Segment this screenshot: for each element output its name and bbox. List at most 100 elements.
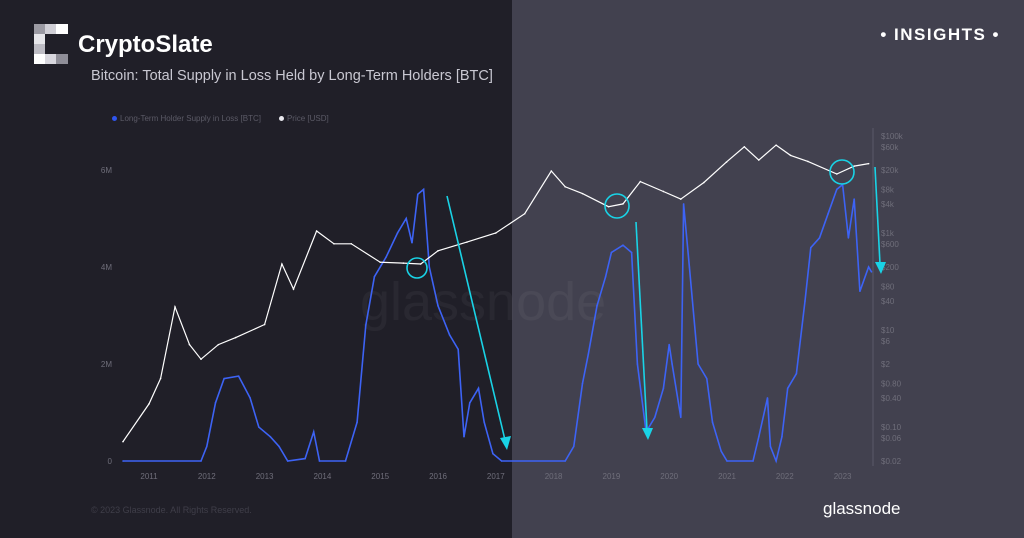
price-point	[437, 250, 439, 252]
price-point	[639, 180, 642, 183]
price-point	[836, 173, 838, 175]
y-right-tick-label: $1k	[881, 229, 895, 238]
supply-point	[437, 305, 439, 307]
price-point	[581, 192, 584, 195]
price-point	[607, 205, 610, 208]
supply-point	[581, 382, 584, 385]
supply-point	[457, 348, 460, 351]
supply-point	[312, 431, 315, 433]
price-point	[757, 159, 760, 161]
y-right-tick-label: $6	[881, 337, 890, 346]
price-point	[333, 243, 335, 245]
supply-point	[344, 460, 347, 462]
x-tick-label: 2019	[603, 472, 621, 481]
x-tick-label: 2021	[718, 472, 736, 481]
supply-point	[682, 203, 685, 205]
price-point	[550, 170, 553, 172]
legend-swatch-price	[278, 116, 284, 122]
cryptoslate-logo-icon	[34, 24, 68, 64]
supply-point	[870, 271, 873, 273]
legend: Long-Term Holder Supply in Loss [BTC] Pr…	[112, 114, 329, 123]
supply-point	[416, 193, 419, 196]
price-point	[495, 232, 497, 234]
price-point	[234, 336, 237, 339]
x-tick-label: 2016	[429, 472, 447, 481]
y-right-tick-label: $600	[881, 240, 899, 249]
supply-point	[853, 198, 855, 200]
supply-point	[752, 460, 754, 462]
y-right-tick-label: $8k	[881, 185, 895, 194]
price-point	[867, 162, 870, 165]
supply-point	[249, 397, 251, 399]
supply-point	[278, 445, 280, 448]
supply-point	[200, 460, 202, 462]
x-tick-label: 2023	[834, 472, 852, 481]
price-point	[350, 243, 353, 245]
supply-point	[428, 266, 431, 268]
supply-point	[564, 460, 566, 462]
y-right-tick-label: $0.02	[881, 457, 902, 466]
price-point	[679, 198, 682, 200]
y-right-tick-label: $100k	[881, 132, 904, 141]
supply-point	[720, 450, 723, 453]
background-right	[512, 0, 1024, 538]
supply-point	[483, 421, 486, 424]
price-point	[379, 261, 382, 264]
annotation-circle-2019	[604, 193, 630, 219]
y-right-tick-label: $4k	[881, 200, 895, 209]
y-right-tick-label: $10	[881, 326, 895, 335]
supply-point	[697, 363, 699, 365]
supply-point	[757, 435, 760, 438]
y-right-tick-label: $2	[881, 360, 890, 369]
supply-point	[836, 188, 838, 191]
price-point	[622, 203, 624, 205]
supply-point	[318, 460, 321, 462]
price-point	[419, 263, 422, 265]
supply-point	[596, 305, 598, 307]
supply-point	[775, 460, 777, 462]
supply-point	[662, 387, 665, 390]
supply-point	[671, 363, 673, 365]
supply-point	[405, 217, 408, 220]
price-point	[775, 144, 777, 146]
x-tick-label: 2011	[140, 472, 158, 481]
supply-point	[766, 397, 769, 399]
x-tick-label: 2017	[487, 472, 505, 481]
legend-item-price[interactable]: Price [USD]	[278, 114, 329, 123]
price-point	[725, 161, 728, 163]
y-left-tick-label: 6M	[101, 166, 112, 175]
price-point	[807, 160, 809, 163]
legend-item-supply[interactable]: Long-Term Holder Supply in Loss [BTC]	[112, 114, 261, 123]
x-tick-label: 2020	[660, 472, 678, 481]
price-point	[292, 288, 295, 290]
annotation-arrow-2019	[635, 221, 648, 431]
y-left-tick-label: 0	[108, 457, 113, 466]
y-right-tick-label: $60k	[881, 143, 899, 152]
price-point	[174, 306, 176, 308]
supply-point	[122, 460, 124, 462]
price-point	[703, 181, 705, 184]
y-right-tick-label: $0.40	[881, 394, 902, 403]
supply-point	[573, 445, 575, 448]
annotation-circle-2023	[829, 159, 855, 185]
supply-point	[463, 435, 465, 438]
supply-point	[223, 377, 225, 380]
price-point	[188, 343, 191, 346]
glassnode-logo: glassnode	[823, 499, 901, 518]
annotation-arrowheads	[500, 262, 886, 450]
price-point	[789, 154, 792, 157]
supply-point	[373, 275, 376, 278]
x-tick-label: 2013	[256, 472, 274, 481]
price-point	[523, 212, 526, 215]
supply-point	[468, 402, 471, 404]
y-right-tick-label: $40	[881, 297, 895, 306]
supply-point	[411, 241, 413, 244]
x-tick-label: 2022	[776, 472, 794, 481]
supply-point	[818, 237, 821, 239]
supply-point	[610, 251, 613, 254]
supply-point	[781, 435, 783, 438]
supply-point	[705, 377, 708, 380]
price-point	[148, 403, 150, 405]
y-right-tick-label: $80	[881, 282, 895, 291]
supply-point	[810, 246, 812, 249]
